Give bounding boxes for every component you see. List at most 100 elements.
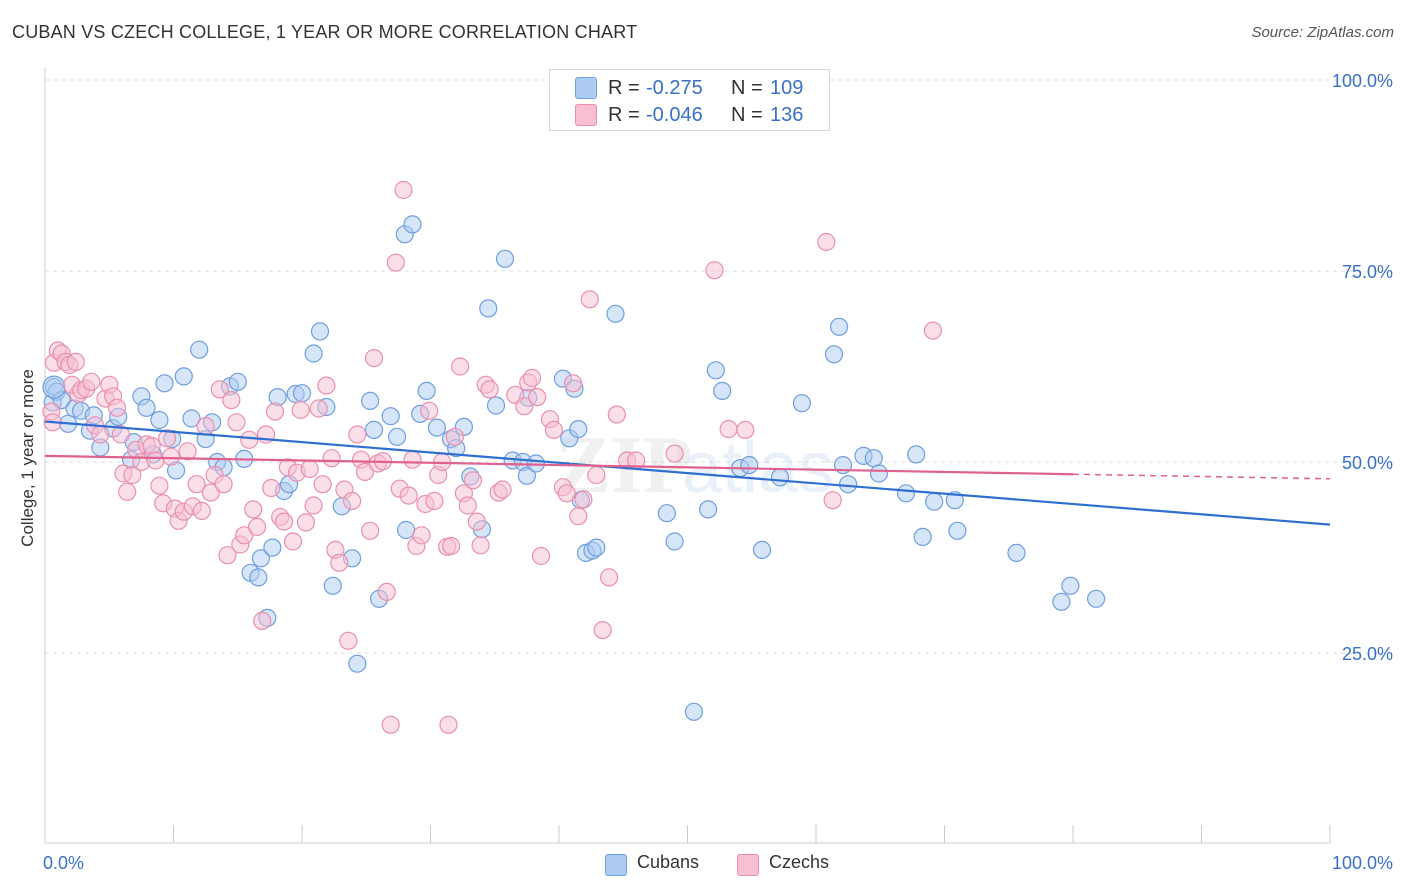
chart-title: CUBAN VS CZECH COLLEGE, 1 YEAR OR MORE C… [12, 22, 638, 42]
czechs-points [42, 180, 943, 734]
czech-point [192, 501, 211, 520]
czech-point [300, 459, 319, 478]
cuban-point [381, 407, 400, 426]
czech-point [158, 429, 177, 448]
czech-point [235, 526, 254, 545]
cuban-point [569, 420, 588, 439]
cuban-point [606, 304, 625, 323]
legend-r-value: -0.046 [646, 104, 703, 126]
cuban-point [495, 249, 515, 268]
czech-point [355, 462, 375, 481]
czech-point [458, 496, 477, 515]
czech-point [377, 582, 396, 602]
czech-point [118, 482, 137, 501]
cuban-point [388, 427, 407, 446]
cuban-point [251, 549, 270, 568]
czech-point [439, 715, 458, 734]
cuban-point [896, 484, 916, 503]
czech-point [339, 631, 358, 650]
cuban-point [155, 374, 174, 393]
czech-point [196, 417, 215, 436]
czech-point [214, 475, 233, 494]
czech-point [386, 253, 405, 272]
cuban-point [713, 381, 732, 400]
cuban-point [323, 576, 342, 595]
czech-point [403, 450, 422, 469]
cubans-trend-line [44, 420, 1331, 526]
czech-point [425, 491, 444, 511]
czech-point [420, 401, 439, 420]
cuban-point [587, 538, 606, 557]
czech-point [587, 465, 606, 485]
cuban-point [829, 317, 849, 336]
cuban-point [864, 449, 883, 468]
cuban-point [1086, 589, 1106, 608]
cuban-point [361, 391, 380, 410]
czech-point [240, 430, 259, 449]
czech-point [665, 444, 684, 463]
czech-point [394, 180, 413, 200]
czech-point [123, 465, 142, 485]
czech-point [381, 715, 400, 734]
czech-point [313, 475, 332, 494]
czech-point [317, 376, 336, 395]
czech-point [528, 388, 547, 407]
correlation-legend: R = -0.275 N = 109 R = -0.046 N = 136 [549, 69, 830, 131]
cuban-point [752, 540, 772, 560]
czech-point [304, 496, 323, 515]
cuban-point [427, 418, 446, 437]
cuban-point [304, 344, 323, 363]
cuban-point [517, 466, 537, 485]
czech-point [515, 397, 534, 416]
source-label: Source: ZipAtlas.com [1251, 24, 1394, 41]
czech-point [599, 568, 619, 587]
cuban-point [948, 521, 967, 540]
czech-point [399, 486, 418, 505]
czech-point [178, 442, 197, 461]
cuban-point [1061, 576, 1080, 595]
legend-r-label: R = [608, 77, 640, 99]
czech-point [705, 261, 724, 280]
czech-point [66, 352, 85, 371]
cuban-point [792, 394, 812, 413]
cuban-point [1007, 543, 1026, 563]
czech-point [607, 405, 626, 424]
czech-point [227, 413, 246, 432]
cubans-swatch [575, 77, 597, 99]
watermark: ZIP atlas [556, 419, 834, 510]
cuban-point [249, 568, 268, 587]
czech-point [563, 374, 583, 393]
czech-point [111, 425, 130, 444]
czechs-trend-extension [1072, 473, 1331, 480]
legend-n-value: 136 [770, 104, 804, 126]
czech-point [253, 611, 272, 631]
czech-point [218, 546, 237, 565]
czech-point [283, 532, 303, 551]
czech-point [719, 420, 738, 439]
cubans-swatch [605, 854, 627, 876]
czech-point [262, 478, 281, 498]
czech-point [247, 517, 267, 537]
czech-point [187, 475, 206, 494]
trend-lines [44, 420, 1331, 526]
cuban-point [403, 215, 422, 234]
czech-point [823, 491, 842, 510]
czech-point [451, 357, 470, 376]
legend-n-label: N = [731, 77, 763, 99]
czech-point [274, 512, 294, 531]
czechs-label: Czechs [769, 852, 830, 872]
czech-point [309, 399, 328, 418]
cuban-point [665, 532, 684, 551]
czech-point [467, 512, 486, 531]
czech-point [364, 349, 384, 368]
cuban-point [292, 384, 312, 403]
czechs-trend-line [44, 454, 1074, 476]
czech-point [91, 425, 110, 444]
czech-point [348, 425, 367, 444]
cuban-point [740, 456, 759, 475]
czech-point [146, 451, 165, 470]
cuban-point [364, 420, 384, 439]
cuban-point [706, 361, 725, 380]
x-tick-label: 0.0% [43, 853, 84, 873]
cuban-point [913, 527, 932, 547]
